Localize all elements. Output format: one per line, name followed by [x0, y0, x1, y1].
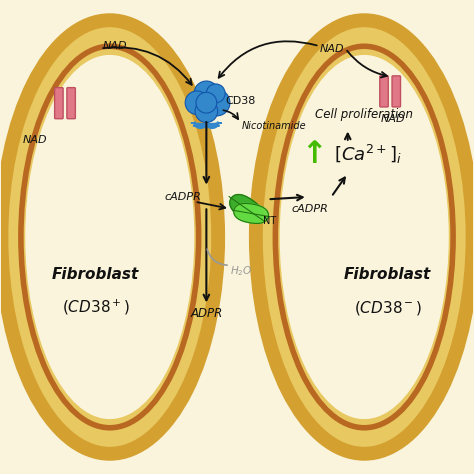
FancyBboxPatch shape [380, 76, 388, 107]
Text: $(CD38^-)$: $(CD38^-)$ [354, 299, 422, 317]
Text: Nicotinamide: Nicotinamide [242, 121, 306, 131]
Circle shape [194, 81, 219, 106]
Ellipse shape [280, 55, 449, 419]
Ellipse shape [1, 20, 218, 454]
Text: Fibroblast: Fibroblast [52, 267, 139, 282]
Text: cADPR: cADPR [292, 204, 328, 214]
Text: $[Ca^{2+}]_i$: $[Ca^{2+}]_i$ [334, 143, 401, 166]
Text: Fibroblast: Fibroblast [344, 267, 431, 282]
Polygon shape [234, 203, 268, 223]
Text: NAD: NAD [319, 44, 344, 54]
Ellipse shape [25, 55, 194, 419]
Text: NAD: NAD [381, 114, 405, 124]
Polygon shape [191, 122, 222, 129]
Ellipse shape [256, 20, 473, 454]
Circle shape [185, 91, 209, 115]
Text: $(CD38^+)$: $(CD38^+)$ [62, 298, 130, 317]
Text: NT: NT [263, 216, 276, 226]
Circle shape [196, 92, 217, 113]
Text: $\bf\uparrow$: $\bf\uparrow$ [296, 140, 324, 169]
FancyBboxPatch shape [55, 88, 63, 118]
FancyBboxPatch shape [67, 88, 75, 118]
Text: NAD: NAD [103, 41, 128, 51]
FancyBboxPatch shape [392, 76, 401, 107]
Text: NAD: NAD [23, 136, 47, 146]
Circle shape [195, 100, 218, 122]
Text: CD38: CD38 [225, 96, 255, 106]
Text: ADPR: ADPR [190, 307, 222, 320]
Text: $H_2O$: $H_2O$ [230, 264, 252, 278]
Polygon shape [230, 194, 263, 223]
Text: cADPR: cADPR [164, 192, 201, 202]
Text: Cell proliferation: Cell proliferation [315, 108, 413, 121]
Circle shape [206, 84, 225, 103]
Circle shape [203, 90, 230, 116]
